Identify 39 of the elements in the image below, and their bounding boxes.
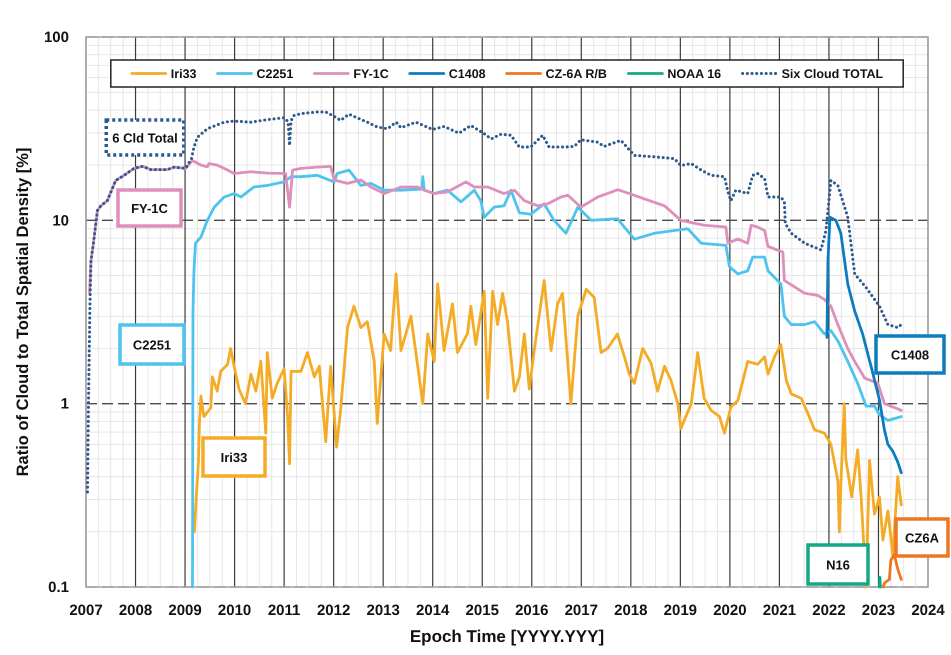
x-tick-label: 2017 [564,602,598,619]
x-tick-label: 2015 [466,602,499,619]
x-tick-label: 2019 [664,602,698,619]
x-tick-label: 2011 [268,602,300,619]
annotation: N16 [826,558,850,572]
x-tick-label: 2007 [69,602,103,619]
legend-label: FY-1C [353,67,389,81]
x-tick-label: 2012 [316,602,350,619]
y-tick-label: 1 [60,396,69,413]
annotation: C2251 [132,338,172,352]
x-tick-label: 2016 [515,602,548,619]
x-tick-label: 2010 [218,602,252,619]
annotation: Iri33 [220,450,248,465]
x-axis-title: Epoch Time [YYYY.YYY] [410,627,604,646]
legend-label: Six Cloud TOTAL [782,67,884,81]
x-tick-label: 2018 [614,602,648,619]
legend-label: Iri33 [170,67,197,81]
x-tick-label: 2008 [118,602,152,619]
annotation: 6 Cld Total [112,130,178,146]
line-series [882,553,903,588]
annotation: FY-1C [131,201,169,216]
annotation: C1408 [890,348,930,362]
legend-label: C1408 [448,67,486,81]
x-tick-label: 2013 [366,602,400,619]
y-axis-title: Ratio of Cloud to Total Spatial Density [%] [14,148,32,476]
legend-label: C2251 [256,67,294,81]
x-tick-label: 2020 [713,602,747,619]
x-tick-label: 2022 [812,602,846,619]
x-tick-label: 2009 [168,602,202,619]
legend-label: NOAA 16 [667,67,722,81]
annotation: CZ6A [905,530,940,546]
y-tick-label: 10 [52,212,69,230]
x-tick-label: 2021 [762,602,796,619]
y-tick-label: 100 [44,29,69,46]
x-tick-label: 2024 [911,602,946,619]
x-tick-label: 2014 [416,602,450,619]
x-tick-label: 2023 [862,602,896,619]
y-tick-label: 0.1 [48,579,69,596]
legend-label: CZ-6A R/B [546,67,607,81]
